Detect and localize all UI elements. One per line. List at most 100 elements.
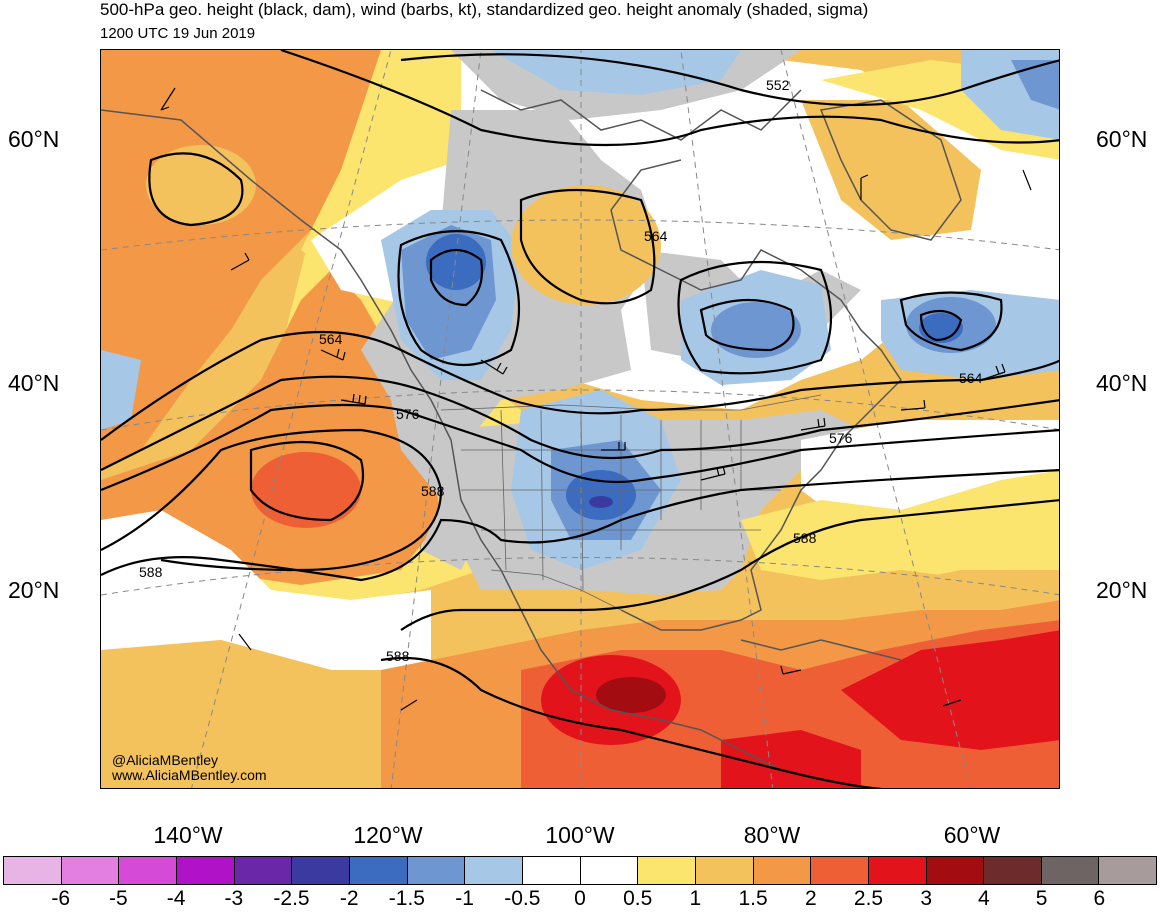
colorbar-swatch xyxy=(61,857,120,884)
contour-label-564-hudson: 564 xyxy=(644,228,668,244)
colorbar-swatch xyxy=(984,857,1042,884)
colorbar-swatch xyxy=(4,857,62,884)
contour-hudson-high xyxy=(519,188,656,305)
figure-title: 500-hPa geo. height (black, dam), wind (… xyxy=(100,0,869,19)
anomaly-mexico-core xyxy=(596,677,666,713)
lat-label-20-right: 20°N xyxy=(1096,577,1148,603)
contour-588 xyxy=(400,499,1059,631)
lon-label-60w: 60°W xyxy=(943,822,1001,848)
colorbar-tick-label: -1 xyxy=(455,887,474,910)
colorbar-swatch xyxy=(234,857,293,884)
valid-time: 1200 UTC 19 Jun 2019 xyxy=(100,25,256,42)
contour-west-canada-inner xyxy=(429,248,484,307)
colorbar-swatch xyxy=(349,857,408,884)
lat-label-60-left: 60°N xyxy=(8,126,60,152)
colorbar-swatch xyxy=(292,857,350,884)
anomaly-atlantic-yellow xyxy=(741,470,1059,590)
wind-barb xyxy=(400,699,418,711)
colorbar-tick-label: -2.5 xyxy=(273,887,310,910)
contour-576 xyxy=(101,403,1059,492)
hudson-labrador-coast xyxy=(610,159,902,401)
colorbar-swatch xyxy=(1099,857,1157,884)
anomaly-pos-hudson xyxy=(511,185,661,305)
wind-barb xyxy=(780,665,802,675)
colorbar-tick-label: -6 xyxy=(51,887,71,910)
contour-label-588-atlantic: 588 xyxy=(793,530,817,546)
anomaly-south-max xyxy=(721,730,861,788)
anomaly-arctic-neg xyxy=(491,50,741,95)
anomaly-neg-plains-max xyxy=(589,496,613,508)
wind-barb xyxy=(160,87,176,111)
coastlines xyxy=(101,89,962,771)
wind-barb xyxy=(700,465,726,481)
contour-label-576-west: 576 xyxy=(396,406,420,422)
wind-barb xyxy=(860,174,869,200)
colorbar-tick-label: 2.5 xyxy=(853,887,884,910)
colorbar-tick-label: 0.5 xyxy=(623,887,653,910)
lon-label-80w: 80°W xyxy=(743,822,801,848)
lat-label-20-left: 20°N xyxy=(8,577,60,603)
contour-alaska-low xyxy=(148,152,244,227)
contour-570 xyxy=(101,375,1059,471)
colorbar-swatch xyxy=(176,857,235,884)
colorbar-tick-label: 6 xyxy=(1093,887,1106,910)
anomaly-caribbean-max xyxy=(841,630,1059,750)
map-svg: 552 564 564 564 576 576 588 588 588 588 xyxy=(101,50,1059,788)
lat-label-40-right: 40°N xyxy=(1096,370,1148,396)
lon-line-140 xyxy=(191,50,392,788)
contour-atlantic-low xyxy=(899,291,1003,352)
wind-barb xyxy=(900,399,926,411)
anomaly-neg-labrador-core xyxy=(711,302,801,358)
contour-labrador-inner xyxy=(699,298,795,352)
wind-barb xyxy=(320,348,346,361)
contour-582 xyxy=(101,468,1059,582)
colorbar-tick-label: -0.5 xyxy=(504,887,541,910)
colorbar-swatch xyxy=(926,857,985,884)
caribbean-islands xyxy=(740,639,902,661)
colorbar-swatch xyxy=(638,857,696,884)
credit-handle: @AliciaMBentley xyxy=(112,752,219,768)
us-mexico-border xyxy=(490,569,622,611)
credit-website: www.AliciaMBentley.com xyxy=(112,767,267,783)
greenland-coast xyxy=(819,99,962,241)
contour-west-canada-low xyxy=(397,230,521,366)
wind-barb xyxy=(480,359,508,375)
height-contours xyxy=(101,50,1059,788)
contour-564 xyxy=(101,330,1059,441)
colorbar-tick-label: -4 xyxy=(166,887,186,910)
colorbar-tick-label: 1.5 xyxy=(738,887,768,910)
contour-label-588-south: 588 xyxy=(386,648,410,664)
lat-label-40-left: 40°N xyxy=(8,370,60,396)
contour-label-564-atlantic: 564 xyxy=(959,370,983,386)
lon-label-140w: 140°W xyxy=(153,822,223,848)
colorbar-tick-label: 5 xyxy=(1035,887,1048,910)
map-panel: 552 564 564 564 576 576 588 588 588 588 xyxy=(100,49,1060,789)
contour-label-588-pacific: 588 xyxy=(421,483,445,499)
contour-pacific-high xyxy=(249,440,365,522)
colorbar-swatch xyxy=(580,857,639,884)
contour-label-552: 552 xyxy=(766,77,790,93)
anomaly-subtropical-white xyxy=(101,510,431,670)
anomaly-neg-west-canada-core xyxy=(426,234,486,290)
colorbar-swatch xyxy=(868,857,927,884)
wind-barb xyxy=(800,417,826,431)
colorbar-swatch xyxy=(811,857,869,884)
lon-label-120w: 120°W xyxy=(353,822,423,848)
contour-label-564-pacific: 564 xyxy=(319,331,343,347)
colorbar-tick-label: 3 xyxy=(920,887,933,910)
wind-barb xyxy=(980,363,1006,381)
contour-labrador-low xyxy=(677,260,833,375)
wind-barb xyxy=(230,252,250,271)
colorbar-swatch xyxy=(695,857,754,884)
arctic-islands xyxy=(480,89,802,141)
lat-label-60-right: 60°N xyxy=(1096,126,1148,152)
wind-barb xyxy=(942,699,962,707)
colorbar xyxy=(3,856,1157,885)
lon-line-120 xyxy=(390,50,482,788)
colorbar-swatch xyxy=(465,857,523,884)
contour-label-588-west: 588 xyxy=(139,564,163,580)
contour-552 xyxy=(400,53,1059,107)
colorbar-tick-label: -2 xyxy=(339,887,359,910)
colorbar-swatch xyxy=(522,857,581,884)
wind-barb xyxy=(601,442,626,451)
